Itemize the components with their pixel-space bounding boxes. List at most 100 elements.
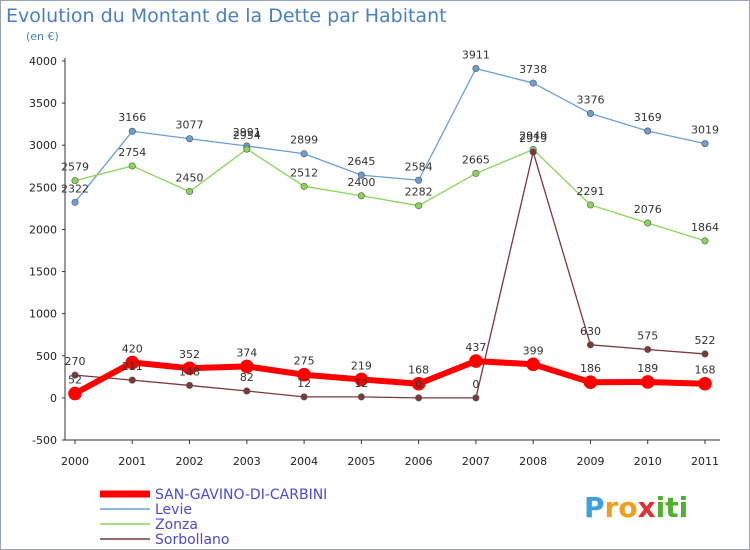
data-point	[586, 341, 594, 349]
data-label: 2919	[519, 132, 547, 145]
legend-label: Levie	[155, 502, 192, 518]
data-point	[128, 376, 136, 384]
data-label: 168	[408, 364, 429, 377]
data-point	[698, 376, 712, 391]
x-tick-label: 2009	[576, 455, 604, 468]
data-point	[472, 394, 480, 402]
data-label: 275	[294, 355, 315, 368]
data-point	[243, 145, 251, 153]
x-tick-label: 2011	[691, 455, 719, 468]
data-label: 2899	[290, 134, 318, 147]
data-label: 1864	[691, 221, 719, 234]
data-label: 189	[637, 362, 658, 375]
data-point	[300, 393, 308, 401]
data-label: 2584	[405, 160, 433, 173]
y-tick-label: 3500	[29, 97, 57, 110]
legend-label: Zonza	[155, 517, 198, 533]
data-label: 219	[351, 359, 372, 372]
x-tick-label: 2010	[634, 455, 662, 468]
data-point	[354, 372, 369, 387]
data-point	[469, 354, 483, 368]
y-tick-label: 1500	[29, 266, 57, 279]
data-point	[586, 110, 594, 118]
data-label: 2949	[519, 130, 547, 143]
data-label: 2076	[634, 203, 662, 216]
data-label: 82	[240, 371, 254, 384]
data-label: 2450	[176, 172, 204, 185]
data-label: 575	[637, 329, 658, 342]
data-point	[300, 150, 308, 158]
y-tick-label: 2500	[29, 181, 57, 194]
y-tick-label: 2000	[29, 223, 57, 236]
data-label: 168	[695, 364, 716, 377]
x-tick-label: 2004	[290, 455, 318, 468]
data-point	[128, 127, 136, 135]
data-point	[125, 355, 140, 370]
data-point	[701, 350, 709, 358]
y-tick-label: 0	[50, 392, 57, 405]
data-label: 12	[297, 377, 311, 390]
x-tick-label: 2000	[61, 455, 89, 468]
proxiti-logo: Proxiti	[584, 491, 688, 524]
series-line-sorbollano	[74, 151, 706, 399]
data-label: 2512	[290, 166, 318, 179]
data-point	[357, 171, 365, 179]
data-label: 186	[580, 362, 601, 375]
legend-label: Sorbollano	[155, 532, 229, 548]
data-point	[529, 79, 537, 87]
y-tick-label: 500	[36, 350, 57, 363]
data-point	[415, 394, 423, 402]
data-point	[357, 393, 365, 401]
data-label: 522	[695, 334, 716, 347]
data-point	[472, 64, 480, 72]
data-point	[68, 386, 82, 401]
y-tick-label: 1000	[29, 308, 57, 321]
data-point	[186, 188, 194, 196]
data-label: 3166	[118, 111, 146, 124]
data-point	[644, 219, 652, 227]
data-point	[300, 182, 308, 190]
svg-text:Proxiti: Proxiti	[584, 491, 688, 524]
data-label: 3738	[519, 63, 547, 76]
data-point	[415, 202, 423, 210]
data-label: 2400	[347, 176, 375, 189]
data-label: 2579	[61, 161, 89, 174]
data-point	[644, 345, 652, 353]
data-point	[71, 198, 79, 206]
data-label: 2645	[347, 155, 375, 168]
data-point	[526, 357, 540, 372]
data-point	[186, 381, 194, 389]
data-label: 211	[122, 360, 143, 373]
chart-title: Evolution du Montant de la Dette par Hab…	[6, 5, 447, 27]
data-point	[243, 387, 251, 395]
data-point	[644, 127, 652, 135]
series-line-san-gavino-di-carbini	[73, 358, 706, 397]
x-tick-label: 2005	[347, 455, 375, 468]
x-tick-label: 2008	[519, 455, 547, 468]
data-point	[583, 375, 598, 390]
data-label: 3911	[462, 48, 490, 61]
series-line-levie	[74, 67, 706, 203]
data-point	[415, 176, 423, 184]
data-label: 2291	[576, 185, 604, 198]
data-label: 2954	[233, 129, 261, 142]
data-label: 3077	[176, 119, 204, 132]
data-label: 148	[179, 365, 200, 378]
data-point	[472, 169, 480, 177]
data-label: 0	[415, 378, 422, 391]
x-tick-label: 2001	[118, 455, 146, 468]
data-label: 2282	[405, 186, 433, 199]
data-label: 420	[122, 343, 143, 356]
data-point	[586, 201, 594, 209]
data-label: 3169	[634, 111, 662, 124]
data-label: 374	[236, 346, 257, 359]
data-point	[701, 140, 709, 148]
data-label: 3376	[576, 94, 604, 107]
data-point	[529, 148, 537, 156]
x-tick-label: 2002	[176, 455, 204, 468]
data-label: 270	[65, 355, 86, 368]
chart-subtitle: (en €)	[26, 30, 59, 43]
data-label: 630	[580, 325, 601, 338]
data-point	[128, 162, 136, 170]
data-label: 437	[465, 341, 486, 354]
